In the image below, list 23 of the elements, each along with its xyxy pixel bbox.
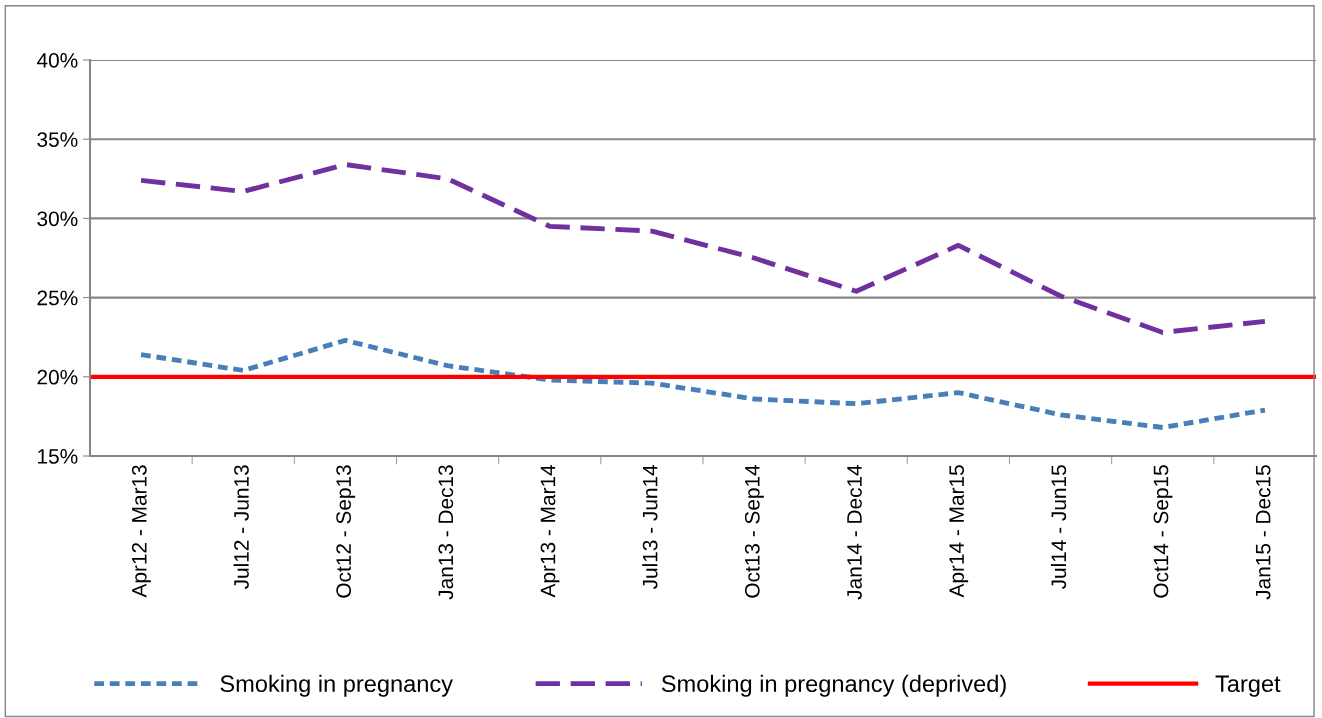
x-tick-label: Oct13 - Sep14 [744, 464, 764, 598]
y-tick-label: 25% [37, 290, 78, 306]
x-tick-label: Jul12 - Jun13 [233, 465, 249, 590]
y-tick-label: 35% [37, 132, 78, 147]
x-tick-label: Jan13 - Dec13 [438, 465, 454, 600]
x-tick-label: Jul13 - Jun14 [642, 464, 658, 590]
legend-label: Smoking in pregnancy [220, 674, 453, 697]
x-tick-label: Apr14 - Mar15 [949, 465, 969, 598]
y-tick-label: 40% [36, 53, 78, 68]
legend-label: Smoking in pregnancy (deprived) [661, 674, 1006, 697]
x-tick-label: Apr12 - Mar13 [131, 465, 151, 598]
x-tick-label: Jan15 - Dec15 [1255, 465, 1271, 600]
y-tick-label: 15% [38, 449, 78, 464]
y-tick-label: 20% [37, 369, 78, 385]
line-series [138, 337, 1268, 430]
x-tick-label: Jul14 - Jun15 [1050, 465, 1067, 590]
x-tick-label: Oct12 - Sep13 [336, 465, 356, 598]
line-series [138, 162, 1268, 335]
x-tick-label: Oct14 - Sep15 [1153, 465, 1173, 598]
y-tick-label: 30% [37, 211, 78, 227]
x-tick-label: Apr13 - Mar14 [540, 464, 560, 598]
x-tick-label: Jan14 - Dec14 [847, 464, 862, 600]
legend-label: Target [1215, 675, 1281, 697]
